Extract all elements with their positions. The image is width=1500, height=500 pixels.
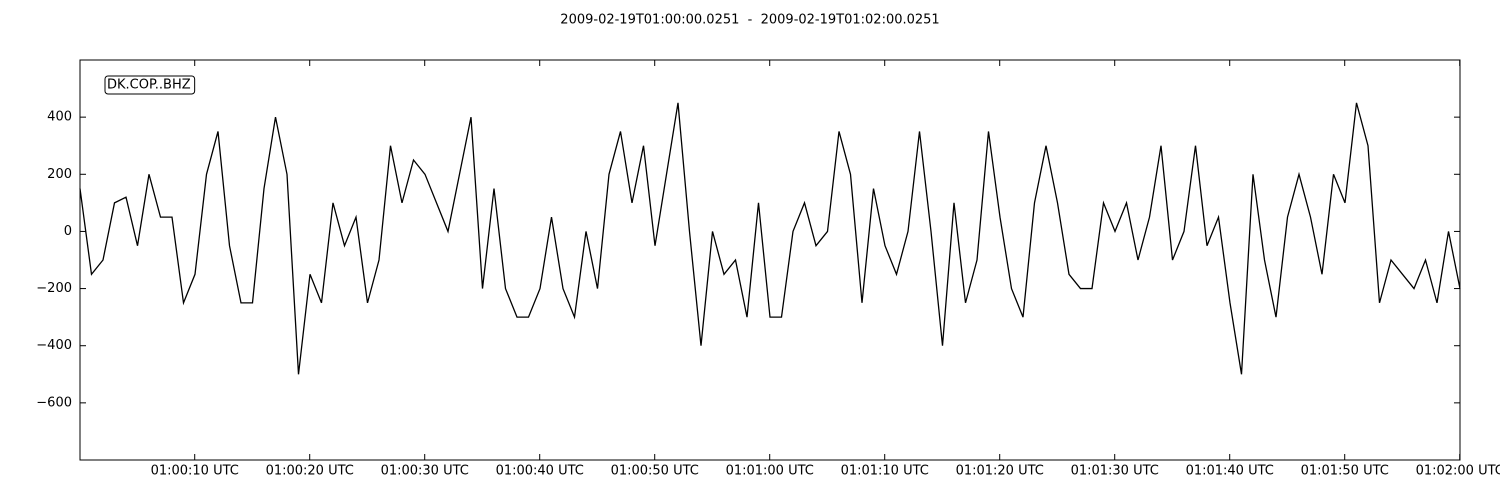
x-tick-label: 01:00:50 UTC [611,464,699,479]
y-tick-label: 400 [47,110,72,125]
y-tick-label: −400 [36,338,72,353]
plot-frame [79,59,1461,461]
x-tick-label: 01:01:30 UTC [1071,464,1159,479]
x-tick-label: 01:01:20 UTC [956,464,1044,479]
y-tick-label: −200 [36,281,72,296]
chart-title: 2009-02-19T01:00:00.0251 - 2009-02-19T01… [560,13,939,28]
x-tick-label: 01:00:30 UTC [381,464,469,479]
legend-label: DK.COP..BHZ [107,78,191,93]
legend-box [104,75,196,95]
y-tick-label: 200 [47,167,72,182]
x-tick-label: 01:01:40 UTC [1186,464,1274,479]
x-tick-label: 01:01:00 UTC [726,464,814,479]
x-tick-label: 01:00:20 UTC [266,464,354,479]
trace-line [79,102,1461,375]
x-tick-label: 01:00:10 UTC [151,464,239,479]
x-tick-label: 01:00:40 UTC [496,464,584,479]
x-tick-label: 01:02:00 UTC [1416,464,1500,479]
y-tick-label: 0 [64,224,72,239]
y-tick-label: −600 [36,395,72,410]
x-tick-label: 01:01:10 UTC [841,464,929,479]
x-tick-label: 01:01:50 UTC [1301,464,1389,479]
